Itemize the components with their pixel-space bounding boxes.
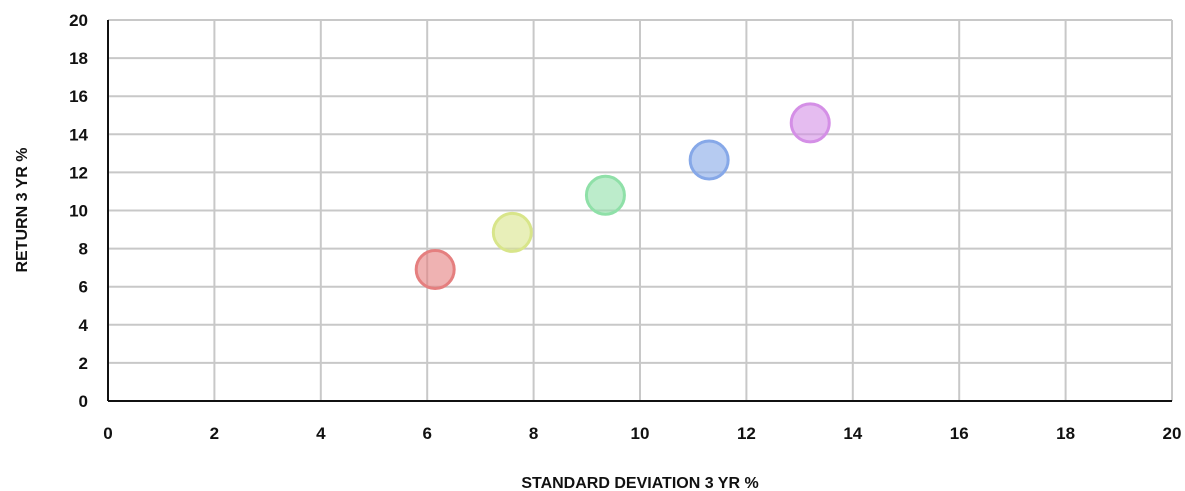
y-tick-label: 8 — [79, 240, 88, 259]
x-tick-label: 10 — [631, 424, 650, 443]
x-tick-label: 8 — [529, 424, 538, 443]
data-points — [414, 102, 831, 291]
y-tick-label: 20 — [69, 11, 88, 30]
x-tick-label: 16 — [950, 424, 969, 443]
data-point-5 — [789, 102, 831, 144]
x-tick-label: 4 — [316, 424, 326, 443]
x-tick-label: 18 — [1056, 424, 1075, 443]
y-tick-label: 18 — [69, 49, 88, 68]
y-tick-label: 4 — [79, 316, 89, 335]
y-tick-label: 10 — [69, 202, 88, 221]
y-axis-title: RETURN 3 YR % — [14, 147, 31, 272]
y-tick-label: 12 — [69, 163, 88, 182]
x-tick-label: 20 — [1163, 424, 1182, 443]
data-point-3 — [584, 174, 626, 216]
y-tick-labels: 0 2 4 6 8 10 12 14 16 18 20 — [69, 11, 88, 411]
data-point-4 — [688, 139, 730, 181]
x-tick-label: 6 — [422, 424, 431, 443]
y-tick-label: 16 — [69, 87, 88, 106]
axes — [107, 20, 1172, 402]
x-tick-labels: 0 2 4 6 8 10 12 14 16 18 20 — [103, 424, 1181, 443]
y-tick-label: 2 — [79, 354, 88, 373]
grid — [108, 19, 1173, 401]
x-tick-label: 0 — [103, 424, 112, 443]
data-point-1 — [414, 249, 456, 291]
x-tick-label: 2 — [210, 424, 219, 443]
x-tick-label: 14 — [843, 424, 862, 443]
y-tick-label: 6 — [79, 278, 88, 297]
y-tick-label: 14 — [69, 125, 88, 144]
x-tick-label: 12 — [737, 424, 756, 443]
x-axis-title: STANDARD DEVIATION 3 YR % — [521, 475, 758, 491]
data-point-2 — [491, 211, 533, 253]
y-tick-label: 0 — [79, 392, 88, 411]
